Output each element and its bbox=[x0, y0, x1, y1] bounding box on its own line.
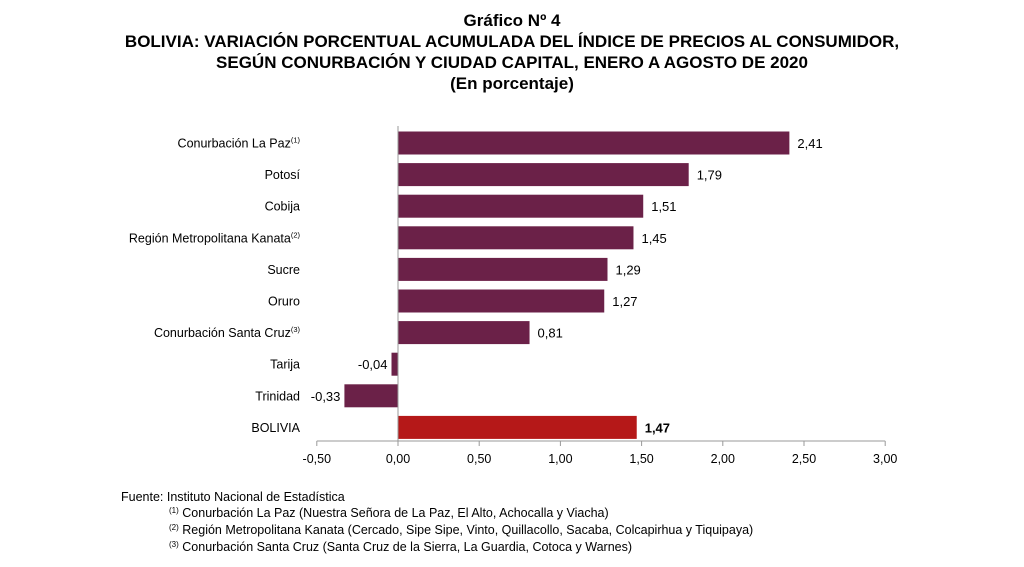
x-tick-label-3: 0,50 bbox=[467, 452, 491, 466]
footnote-1-mark: (1) bbox=[169, 506, 179, 515]
x-tick-label-5: 1,50 bbox=[629, 452, 653, 466]
x-tick-label-8: 3,00 bbox=[873, 452, 897, 466]
footnote-2: (2) Región Metropolitana Kanata (Cercado… bbox=[169, 523, 753, 537]
value-label-4: 1,45 bbox=[641, 231, 666, 246]
category-label-1: Conurbación La Paz(1) bbox=[178, 136, 301, 151]
value-label-8: -0,04 bbox=[358, 357, 388, 372]
category-label-6: Oruro bbox=[268, 295, 300, 309]
footnote-1-text: Conurbación La Paz (Nuestra Señora de La… bbox=[182, 506, 609, 520]
bar-1 bbox=[398, 131, 790, 155]
category-label-2: Potosí bbox=[265, 168, 301, 182]
category-label-9: Trinidad bbox=[255, 389, 300, 403]
bar-5 bbox=[398, 257, 608, 281]
category-label-4: Región Metropolitana Kanata(2) bbox=[129, 230, 301, 245]
category-label-7: Conurbación Santa Cruz(3) bbox=[154, 325, 301, 340]
chart-title-line-1: BOLIVIA: VARIACIÓN PORCENTUAL ACUMULADA … bbox=[124, 32, 900, 51]
value-label-6: 1,27 bbox=[612, 294, 637, 309]
value-label-7: 0,81 bbox=[538, 326, 563, 341]
footnote-3-text: Conurbación Santa Cruz (Santa Cruz de la… bbox=[182, 540, 633, 554]
category-label-10: BOLIVIA bbox=[251, 421, 300, 435]
bar-10 bbox=[398, 415, 637, 439]
footnote-3: (3) Conurbación Santa Cruz (Santa Cruz d… bbox=[169, 540, 632, 554]
value-label-3: 1,51 bbox=[651, 199, 676, 214]
value-label-10: 1,47 bbox=[645, 420, 670, 435]
x-axis: -0,50 0,00 0,50 1,00 1,50 2,00 2,50 3,00 bbox=[303, 126, 897, 466]
labels-layer: Conurbación La Paz(1) 2,41 Potosí 1,79 Cobij… bbox=[129, 136, 823, 436]
bar-6 bbox=[398, 289, 605, 313]
bar-7 bbox=[398, 321, 530, 345]
x-tick-label-4: 1,00 bbox=[548, 452, 572, 466]
chart-title-line-3: (En porcentaje) bbox=[450, 74, 574, 93]
chart-title-line-2: SEGÚN CONURBACIÓN Y CIUDAD CAPITAL, ENER… bbox=[216, 53, 808, 72]
x-tick-label-2: 0,00 bbox=[386, 452, 410, 466]
footnote-1: (1) Conurbación La Paz (Nuestra Señora d… bbox=[169, 506, 609, 520]
source-note: Fuente: Instituto Nacional de Estadístic… bbox=[121, 490, 345, 504]
chart-title-block: Gráfico Nº 4 BOLIVIA: VARIACIÓN PORCENTU… bbox=[0, 10, 1024, 94]
bar-4 bbox=[398, 226, 634, 250]
value-label-1: 2,41 bbox=[797, 136, 822, 151]
category-label-8: Tarija bbox=[270, 358, 300, 372]
value-label-5: 1,29 bbox=[615, 262, 640, 277]
bars-layer bbox=[344, 131, 790, 439]
bar-3 bbox=[398, 194, 644, 218]
bar-2 bbox=[398, 163, 689, 187]
bar-9 bbox=[344, 384, 398, 408]
footnote-3-mark: (3) bbox=[169, 540, 179, 549]
value-label-9: -0,33 bbox=[311, 389, 341, 404]
category-label-5: Sucre bbox=[267, 263, 300, 277]
x-tick-label-6: 2,00 bbox=[711, 452, 735, 466]
footnote-2-text: Región Metropolitana Kanata (Cercado, Si… bbox=[182, 523, 754, 537]
chart-heading: Gráfico Nº 4 bbox=[463, 11, 561, 30]
x-tick-label-7: 2,50 bbox=[792, 452, 816, 466]
category-label-3: Cobija bbox=[265, 200, 300, 214]
x-tick-label-1: -0,50 bbox=[303, 452, 332, 466]
value-label-2: 1,79 bbox=[697, 168, 722, 183]
bar-8 bbox=[391, 352, 398, 376]
footnote-2-mark: (2) bbox=[169, 523, 179, 532]
